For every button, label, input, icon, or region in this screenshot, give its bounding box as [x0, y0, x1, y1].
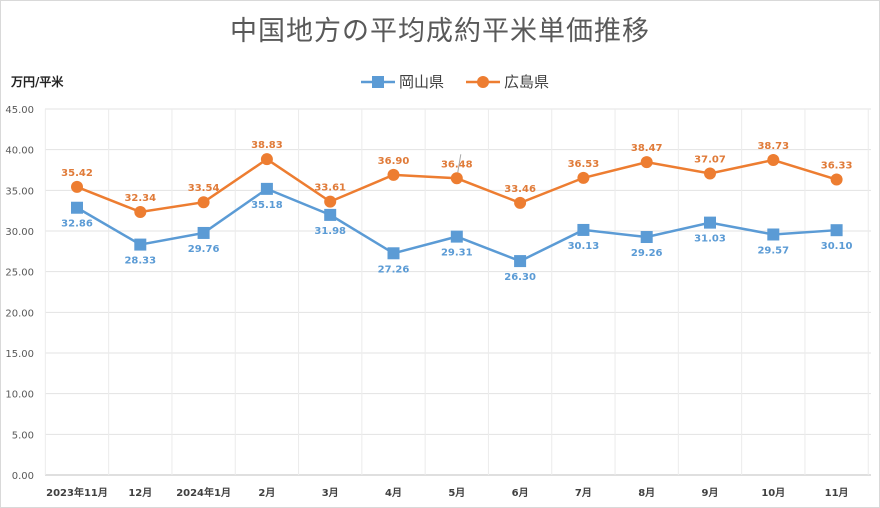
chart-legend: 岡山県 広島県 — [361, 71, 549, 92]
x-tick-label: 3月 — [322, 487, 339, 499]
data-label: 33.54 — [188, 183, 220, 194]
data-label: 29.57 — [757, 245, 789, 256]
data-label: 38.47 — [631, 143, 663, 154]
x-tick-label: 2024年1月 — [176, 486, 231, 499]
data-label: 29.31 — [441, 248, 473, 259]
x-tick-label: 7月 — [575, 487, 592, 499]
data-point-square — [767, 228, 780, 241]
data-point-circle — [387, 168, 400, 181]
x-tick-label: 11月 — [825, 487, 849, 499]
data-point-square — [830, 224, 843, 237]
data-label: 30.13 — [568, 241, 600, 252]
data-label: 36.90 — [378, 156, 410, 167]
data-point-square — [260, 182, 273, 195]
y-tick-label: 35.00 — [5, 186, 34, 197]
data-point-circle — [324, 195, 337, 208]
data-label: 33.61 — [314, 183, 346, 194]
data-point-square — [514, 255, 527, 268]
x-tick-label: 9月 — [702, 487, 719, 499]
x-tick-label: 2月 — [258, 487, 275, 499]
data-label: 36.48 — [441, 159, 473, 170]
data-point-square — [450, 230, 463, 243]
data-point-square — [577, 223, 590, 236]
y-axis-unit-label: 万円/平米 — [11, 75, 64, 89]
y-tick-label: 45.00 — [5, 105, 34, 116]
legend-label-hiroshima: 広島県 — [504, 73, 550, 91]
data-label: 31.03 — [694, 234, 726, 245]
data-point-square — [197, 226, 210, 239]
data-label: 33.46 — [504, 184, 536, 195]
data-label: 36.53 — [568, 159, 600, 170]
legend-label-okayama: 岡山県 — [399, 73, 445, 91]
data-point-circle — [197, 196, 210, 209]
data-label: 27.26 — [378, 264, 410, 275]
legend-marker-circle — [466, 75, 501, 88]
data-label: 37.07 — [694, 154, 726, 165]
data-label: 35.42 — [61, 168, 93, 179]
x-tick-label: 10月 — [761, 487, 785, 499]
data-point-circle — [640, 156, 653, 169]
data-label: 32.86 — [61, 219, 93, 230]
data-point-circle — [577, 171, 590, 184]
legend-item-okayama: 岡山県 — [361, 71, 444, 92]
x-tick-label: 8月 — [638, 487, 655, 499]
label-leader-line — [457, 154, 462, 173]
data-point-circle — [260, 153, 273, 166]
data-label: 26.30 — [504, 272, 536, 283]
data-point-square — [71, 201, 83, 214]
data-point-square — [640, 231, 653, 244]
y-tick-label: 30.00 — [5, 227, 34, 238]
data-label: 35.18 — [251, 200, 283, 211]
data-label: 29.76 — [188, 244, 220, 255]
data-label: 36.33 — [821, 161, 853, 172]
data-point-circle — [514, 196, 527, 209]
data-label: 31.98 — [314, 226, 346, 237]
data-point-circle — [134, 205, 147, 218]
chart-title: 中国地方の平均成約平米単価推移 — [230, 16, 650, 47]
y-tick-label: 40.00 — [5, 146, 34, 157]
data-point-circle — [830, 173, 843, 186]
data-label: 28.33 — [124, 256, 156, 267]
legend-marker-square — [361, 75, 395, 88]
x-tick-label: 2023年11月 — [46, 486, 108, 499]
x-tick-label: 4月 — [385, 487, 402, 499]
x-tick-label: 6月 — [512, 487, 529, 499]
data-point-square — [704, 216, 716, 229]
y-tick-label: 5.00 — [12, 430, 34, 441]
data-point-square — [387, 247, 400, 260]
y-tick-label: 15.00 — [5, 349, 34, 360]
y-tick-label: 0.00 — [12, 471, 34, 482]
data-label: 30.10 — [821, 241, 853, 252]
data-label: 38.73 — [757, 141, 789, 152]
y-tick-label: 10.00 — [5, 390, 34, 401]
data-point-circle — [704, 167, 716, 180]
data-point-square — [134, 238, 147, 251]
legend-item-hiroshima: 広島県 — [466, 71, 549, 92]
data-label: 32.34 — [124, 193, 156, 204]
y-tick-label: 20.00 — [5, 308, 34, 319]
x-tick-label: 5月 — [448, 487, 465, 499]
data-label: 29.26 — [631, 248, 663, 259]
x-tick-label: 12月 — [128, 487, 152, 499]
data-point-circle — [71, 180, 83, 193]
data-point-circle — [767, 153, 780, 166]
data-point-square — [324, 208, 337, 221]
data-label: 38.83 — [251, 140, 283, 151]
y-tick-label: 25.00 — [5, 268, 34, 279]
data-point-circle — [450, 172, 463, 185]
